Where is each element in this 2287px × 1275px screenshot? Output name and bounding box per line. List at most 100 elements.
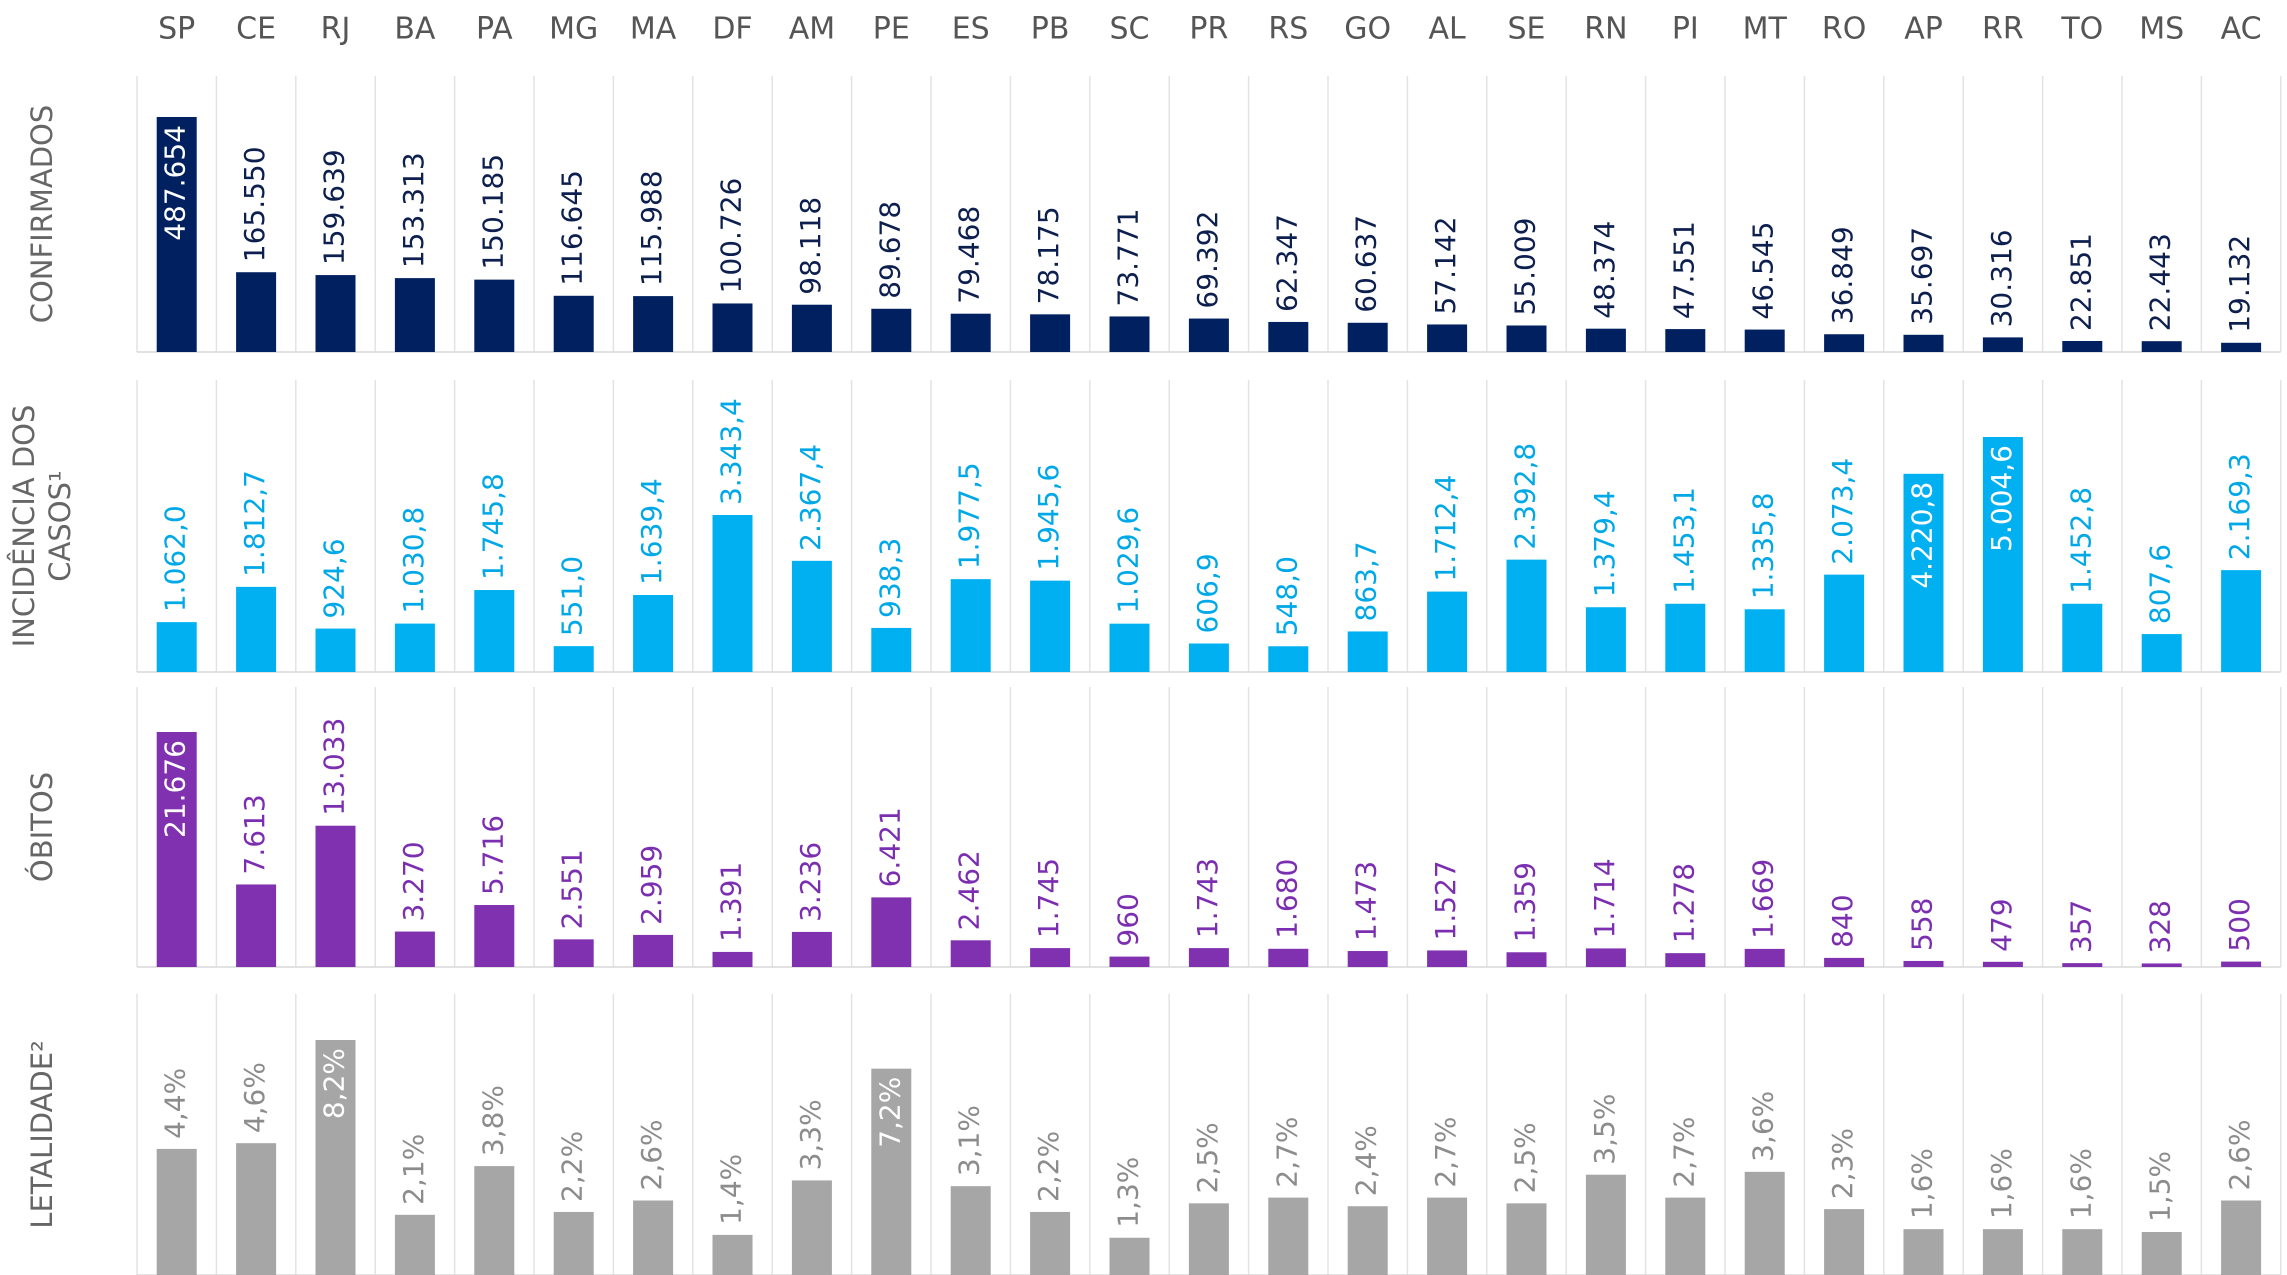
bar xyxy=(1824,574,1865,672)
category-label: MG xyxy=(549,12,598,47)
value-label: 1.527 xyxy=(1429,860,1462,940)
value-label: 1.359 xyxy=(1509,862,1542,942)
value-label: 3,5% xyxy=(1588,1094,1621,1165)
bar xyxy=(1903,334,1944,352)
category-label: GO xyxy=(1344,12,1391,47)
value-label: 2.551 xyxy=(556,849,589,929)
bar xyxy=(474,905,515,967)
value-label: 548,0 xyxy=(1270,556,1303,636)
bar xyxy=(1188,643,1229,672)
bar xyxy=(1109,956,1150,967)
value-label: 100.726 xyxy=(715,178,748,294)
category-label: AM xyxy=(789,12,835,47)
bar xyxy=(2062,603,2103,672)
value-label: 3.270 xyxy=(397,841,430,921)
value-label: 3.236 xyxy=(794,842,827,922)
bar xyxy=(236,884,277,967)
category-label: PR xyxy=(1189,12,1228,47)
bar xyxy=(315,1040,356,1275)
value-label: 19.132 xyxy=(2223,235,2256,333)
value-label: 115.988 xyxy=(635,170,668,286)
bar xyxy=(791,560,832,672)
value-label: 21.676 xyxy=(159,740,192,838)
value-label: 1.745 xyxy=(1032,858,1065,938)
bar xyxy=(2062,340,2103,352)
bar xyxy=(1427,324,1468,352)
value-label: 98.118 xyxy=(794,197,827,295)
bar xyxy=(2141,341,2182,352)
category-label: BA xyxy=(394,12,436,47)
panel-label: ÓBITOS xyxy=(25,772,59,882)
panel-label: INCIDÊNCIA DOS xyxy=(7,405,41,648)
bar xyxy=(553,939,594,967)
value-label: 116.645 xyxy=(556,170,589,286)
category-label: PE xyxy=(873,12,910,47)
value-label: 1.745,8 xyxy=(476,473,509,580)
bar xyxy=(1665,329,1706,352)
value-label: 2,7% xyxy=(1667,1116,1700,1187)
value-label: 78.175 xyxy=(1032,206,1065,304)
bar xyxy=(553,646,594,672)
value-label: 22.851 xyxy=(2064,233,2097,331)
value-label: 1.812,7 xyxy=(238,470,271,577)
bar xyxy=(791,304,832,352)
bar xyxy=(1665,1197,1706,1275)
bar xyxy=(2221,961,2262,967)
value-label: 3,6% xyxy=(1747,1091,1780,1162)
bar xyxy=(394,623,435,672)
value-label: 153.313 xyxy=(397,152,430,268)
value-label: 8,2% xyxy=(318,1048,351,1119)
value-label: 2,2% xyxy=(556,1131,589,1202)
value-label: 4.220,8 xyxy=(1906,482,1939,589)
value-label: 558 xyxy=(1906,897,1939,950)
value-label: 150.185 xyxy=(476,154,509,270)
category-label: TO xyxy=(2060,12,2103,47)
value-label: 551,0 xyxy=(556,556,589,636)
value-label: 3,8% xyxy=(476,1085,509,1156)
panel-label: CONFIRMADOS xyxy=(25,105,59,324)
value-label: 1,5% xyxy=(2144,1151,2177,1222)
bar xyxy=(1744,948,1785,967)
value-label: 1.945,6 xyxy=(1032,464,1065,571)
bar xyxy=(871,627,912,672)
value-label: 1.452,8 xyxy=(2064,487,2097,594)
bar xyxy=(1903,1229,1944,1275)
value-label: 57.142 xyxy=(1429,216,1462,314)
value-label: 3,3% xyxy=(794,1099,827,1170)
bar xyxy=(950,940,991,967)
bar xyxy=(2221,1200,2262,1275)
bar xyxy=(1903,960,1944,967)
value-label: 7,2% xyxy=(873,1077,906,1148)
bar xyxy=(950,1186,991,1275)
value-label: 2.367,4 xyxy=(794,444,827,551)
value-label: 1.278 xyxy=(1667,863,1700,943)
bar xyxy=(2141,963,2182,967)
bar xyxy=(1585,607,1626,672)
bar xyxy=(791,931,832,967)
value-label: 69.392 xyxy=(1191,211,1224,309)
value-label: 1.639,4 xyxy=(635,478,668,585)
value-label: 1.030,8 xyxy=(397,507,430,614)
bar xyxy=(1268,948,1309,967)
value-label: 357 xyxy=(2064,900,2097,953)
value-label: 1.977,5 xyxy=(953,462,986,569)
value-label: 1,4% xyxy=(715,1154,748,1225)
category-label: RR xyxy=(1982,12,2024,47)
value-label: 47.551 xyxy=(1667,221,1700,319)
bar xyxy=(712,303,753,352)
category-label: SC xyxy=(1110,12,1150,47)
bar xyxy=(871,897,912,967)
bar xyxy=(474,1166,515,1275)
value-label: 2,7% xyxy=(1270,1116,1303,1187)
value-label: 13.033 xyxy=(318,718,351,816)
value-label: 2,5% xyxy=(1191,1122,1224,1193)
category-label: PA xyxy=(476,12,513,47)
bar xyxy=(712,515,753,672)
value-label: 1,6% xyxy=(1985,1148,2018,1219)
value-label: 479 xyxy=(1985,898,2018,951)
value-label: 1.379,4 xyxy=(1588,490,1621,597)
bar xyxy=(236,272,277,352)
value-label: 165.550 xyxy=(238,146,271,262)
value-label: 2,6% xyxy=(635,1119,668,1190)
